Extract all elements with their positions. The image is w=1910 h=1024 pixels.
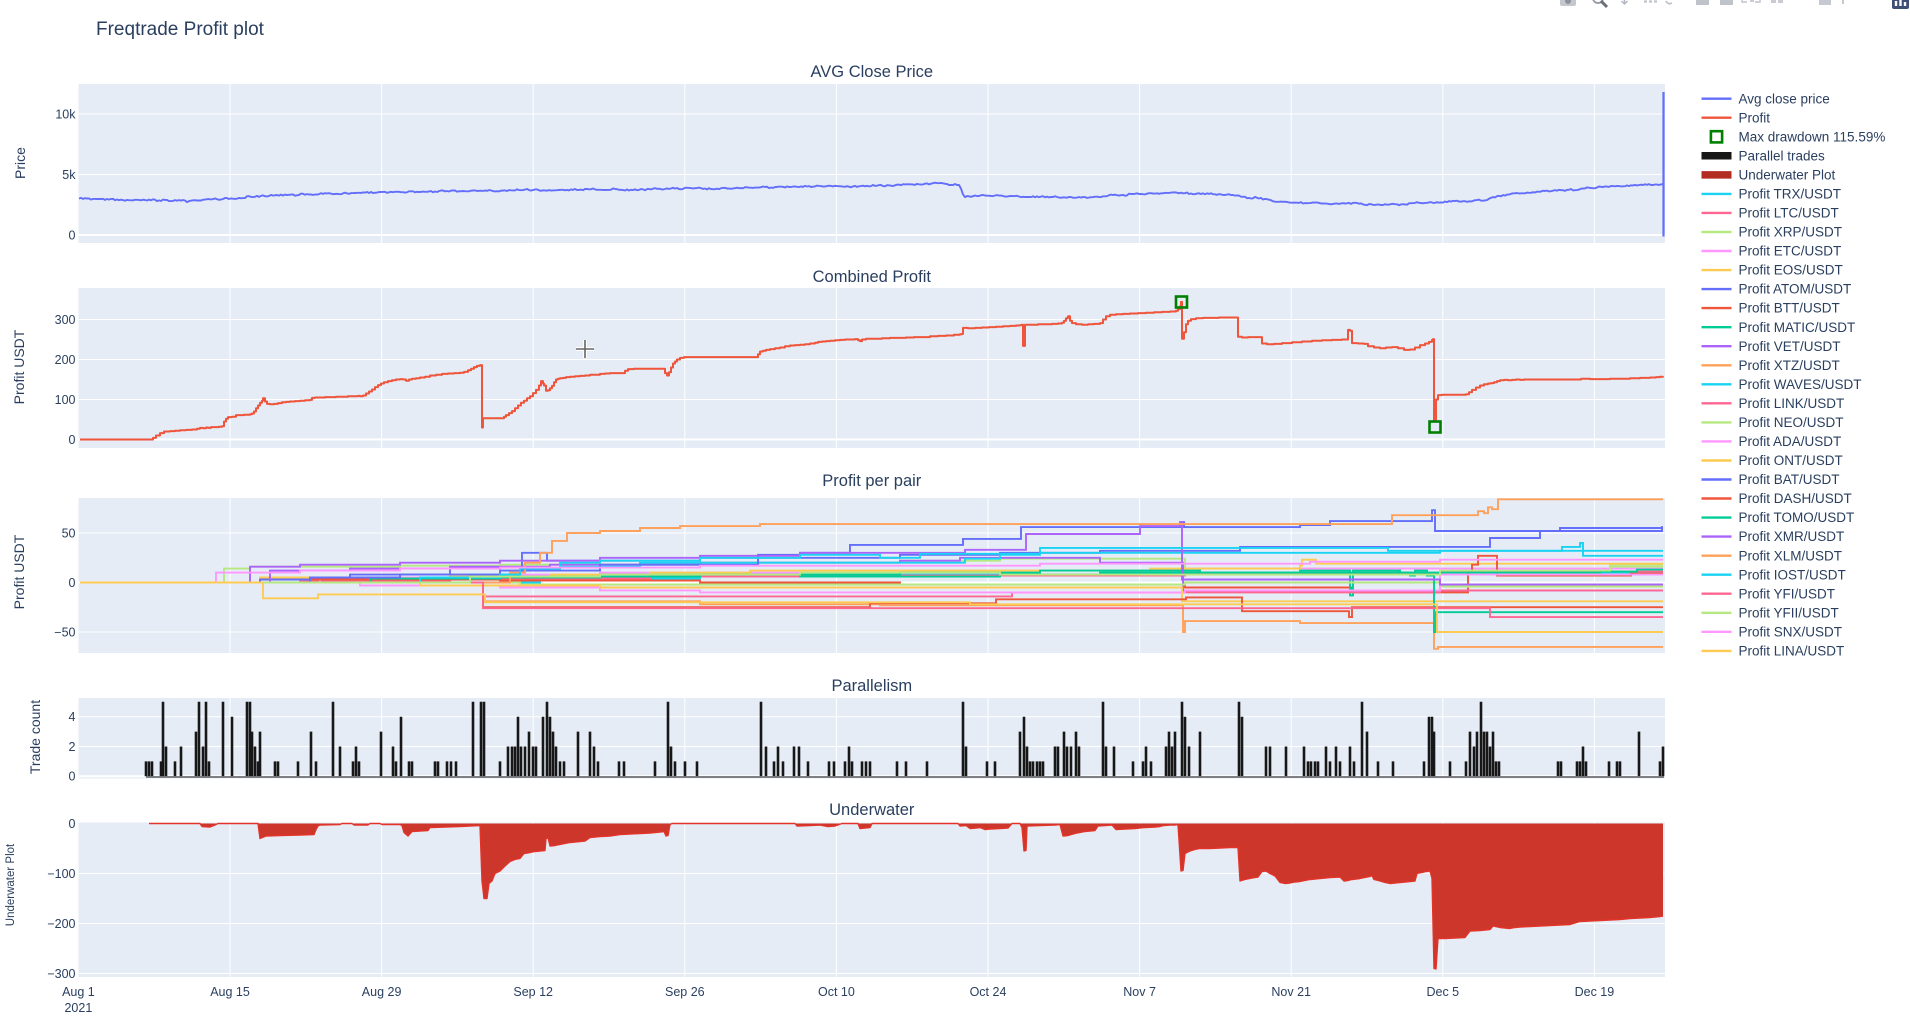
svg-text:−200: −200 [47, 917, 75, 931]
svg-text:Dec 5: Dec 5 [1426, 985, 1459, 999]
svg-text:50: 50 [62, 526, 76, 540]
svg-text:0: 0 [69, 228, 76, 242]
svg-text:−50: −50 [54, 625, 75, 639]
svg-text:Profit LTC/USDT: Profit LTC/USDT [1739, 206, 1839, 221]
svg-text:Profit XLM/USDT: Profit XLM/USDT [1739, 548, 1843, 563]
svg-text:Nov 7: Nov 7 [1123, 985, 1156, 999]
svg-text:Profit ADA/USDT: Profit ADA/USDT [1739, 434, 1842, 449]
svg-text:AVG Close Price: AVG Close Price [811, 63, 934, 81]
svg-text:Profit: Profit [1739, 110, 1771, 125]
svg-text:Max drawdown 115.59%: Max drawdown 115.59% [1739, 129, 1886, 144]
svg-text:Sep 12: Sep 12 [513, 985, 553, 999]
svg-text:Profit ATOM/USDT: Profit ATOM/USDT [1739, 282, 1852, 297]
svg-text:Profit XMR/USDT: Profit XMR/USDT [1739, 529, 1845, 544]
svg-text:Profit LINK/USDT: Profit LINK/USDT [1739, 396, 1845, 411]
svg-text:Profit EOS/USDT: Profit EOS/USDT [1739, 263, 1843, 278]
svg-text:Oct 24: Oct 24 [970, 985, 1007, 999]
svg-text:Profit MATIC/USDT: Profit MATIC/USDT [1739, 320, 1856, 335]
svg-text:−300: −300 [47, 967, 75, 981]
svg-text:Profit TRX/USDT: Profit TRX/USDT [1739, 187, 1842, 202]
svg-text:Parallel trades: Parallel trades [1739, 148, 1826, 163]
svg-text:Aug 29: Aug 29 [362, 985, 402, 999]
svg-text:Profit LINA/USDT: Profit LINA/USDT [1739, 644, 1845, 659]
svg-text:Profit per pair: Profit per pair [822, 472, 922, 490]
svg-text:Profit IOST/USDT: Profit IOST/USDT [1739, 567, 1846, 582]
svg-text:Profit NEO/USDT: Profit NEO/USDT [1739, 415, 1844, 430]
svg-text:0: 0 [69, 433, 76, 447]
svg-text:−100: −100 [47, 867, 75, 881]
svg-text:Sep 26: Sep 26 [665, 985, 705, 999]
svg-text:Profit XTZ/USDT: Profit XTZ/USDT [1739, 358, 1840, 373]
svg-text:2021: 2021 [64, 1001, 92, 1015]
svg-text:Underwater Plot: Underwater Plot [1739, 168, 1836, 183]
svg-text:10k: 10k [55, 107, 76, 121]
svg-text:0: 0 [69, 770, 76, 784]
svg-text:300: 300 [55, 313, 76, 327]
svg-text:Profit ONT/USDT: Profit ONT/USDT [1739, 453, 1843, 468]
svg-text:Profit WAVES/USDT: Profit WAVES/USDT [1739, 377, 1862, 392]
svg-text:Profit USDT: Profit USDT [11, 534, 27, 609]
svg-text:200: 200 [55, 353, 76, 367]
svg-text:Trade count: Trade count [27, 700, 43, 774]
svg-text:2: 2 [69, 740, 76, 754]
svg-text:Profit ETC/USDT: Profit ETC/USDT [1739, 244, 1842, 259]
svg-text:Profit DASH/USDT: Profit DASH/USDT [1739, 491, 1852, 506]
svg-text:Profit USDT: Profit USDT [11, 329, 27, 404]
svg-text:Underwater: Underwater [829, 801, 915, 819]
svg-text:4: 4 [69, 710, 76, 724]
svg-text:Profit XRP/USDT: Profit XRP/USDT [1739, 225, 1843, 240]
svg-text:0: 0 [69, 817, 76, 831]
svg-text:Nov 21: Nov 21 [1271, 985, 1311, 999]
svg-text:Aug 1: Aug 1 [62, 985, 95, 999]
svg-text:Profit YFII/USDT: Profit YFII/USDT [1739, 605, 1839, 620]
svg-text:Freqtrade Profit plot: Freqtrade Profit plot [96, 19, 265, 40]
svg-text:Aug 15: Aug 15 [210, 985, 250, 999]
svg-text:Profit TOMO/USDT: Profit TOMO/USDT [1739, 510, 1855, 525]
svg-text:Avg close price: Avg close price [1739, 91, 1830, 106]
svg-text:Oct 10: Oct 10 [818, 985, 855, 999]
svg-text:Profit YFI/USDT: Profit YFI/USDT [1739, 586, 1836, 601]
svg-text:Parallelism: Parallelism [831, 677, 912, 695]
svg-text:5k: 5k [62, 168, 76, 182]
svg-text:Price: Price [12, 147, 28, 179]
svg-text:Dec 19: Dec 19 [1575, 985, 1615, 999]
svg-text:100: 100 [55, 393, 76, 407]
svg-text:Profit BAT/USDT: Profit BAT/USDT [1739, 472, 1840, 487]
svg-text:Profit VET/USDT: Profit VET/USDT [1739, 339, 1841, 354]
svg-text:Underwater Plot: Underwater Plot [5, 843, 17, 926]
svg-text:Profit BTT/USDT: Profit BTT/USDT [1739, 301, 1840, 316]
svg-text:Combined Profit: Combined Profit [813, 268, 932, 286]
svg-text:Profit SNX/USDT: Profit SNX/USDT [1739, 624, 1843, 639]
svg-text:0: 0 [69, 576, 76, 590]
